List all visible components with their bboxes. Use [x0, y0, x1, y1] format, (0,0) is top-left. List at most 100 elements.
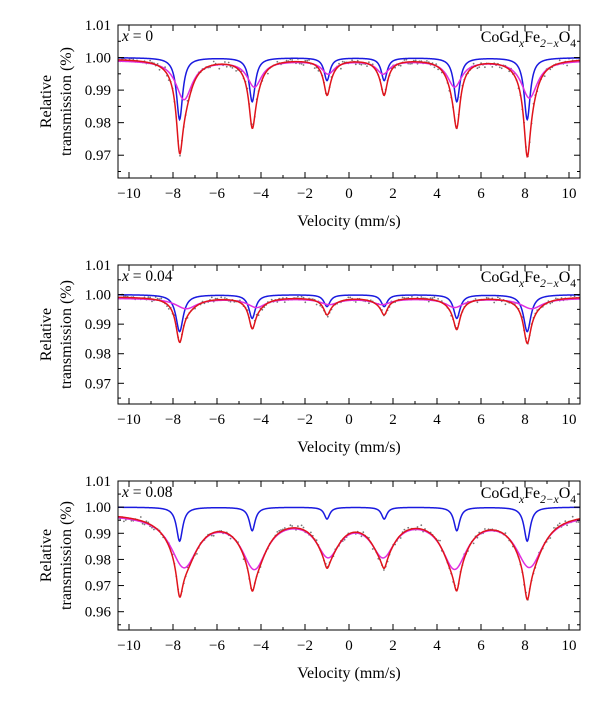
data-point	[484, 528, 486, 530]
data-point	[212, 534, 215, 537]
y-tick-label: 0.98	[85, 347, 111, 363]
data-point	[566, 524, 568, 527]
data-point	[427, 300, 430, 303]
data-point	[224, 297, 226, 299]
data-point	[500, 67, 503, 70]
data-point	[411, 296, 413, 298]
y-axis: 1.01 1.00 0.99 0.98 0.97	[85, 18, 580, 172]
data-point	[437, 298, 439, 300]
data-point	[493, 301, 496, 304]
data-point	[341, 60, 344, 63]
data-point	[478, 66, 481, 68]
y-tick-label: 1.01	[85, 258, 111, 274]
data-point	[504, 532, 507, 534]
data-point	[224, 61, 226, 63]
data-point	[433, 296, 436, 299]
y-axis: 1.01 1.00 0.99 0.98 0.97	[85, 258, 580, 399]
data-point	[143, 523, 146, 526]
data-point	[315, 539, 318, 542]
data-point	[549, 537, 552, 539]
x-tick-label: 6	[477, 412, 485, 428]
data-point	[543, 75, 546, 77]
x-tick-label: 10	[562, 638, 577, 654]
data-point	[573, 295, 576, 298]
data-point	[225, 65, 228, 68]
data-point	[556, 524, 559, 527]
total-fit-line	[118, 59, 580, 158]
data-point	[555, 297, 557, 300]
data-point	[302, 296, 305, 299]
y-tick-label: 0.96	[85, 605, 112, 621]
data-point	[151, 526, 153, 529]
data-point	[313, 67, 316, 69]
data-point	[289, 524, 292, 527]
blue-sextet-line	[118, 57, 580, 122]
formula-title: CoGdxFe2−xO4	[481, 269, 577, 290]
data-point	[433, 66, 436, 69]
x-tick-label: −10	[117, 638, 140, 654]
x-tick-label: 0	[345, 638, 353, 654]
x-tick-label: −8	[165, 638, 181, 654]
x-axis: −10 −8 −6 −4 −2 0 2 4 6 8 10	[117, 265, 577, 428]
total-fit-line	[118, 515, 580, 601]
data-point	[156, 297, 159, 300]
x-tick-label: 10	[562, 412, 577, 428]
experimental-points	[119, 57, 580, 158]
x-tick-label: −4	[253, 638, 269, 654]
experimental-points	[119, 515, 580, 601]
x-tick-label: 2	[389, 412, 397, 428]
data-point	[124, 295, 127, 297]
data-point	[338, 62, 340, 65]
y-tick-label: 0.99	[85, 317, 111, 333]
svg-text:Relative: Relative	[38, 308, 55, 361]
data-point	[558, 59, 561, 62]
magenta-sextet-line	[118, 517, 580, 571]
data-point	[368, 61, 370, 64]
data-point	[210, 534, 213, 537]
data-point	[179, 154, 181, 157]
data-point	[497, 296, 499, 299]
y-tick-label: 0.98	[85, 552, 111, 568]
data-point	[304, 301, 307, 304]
panel-2: −10 −8 −6 −4 −2 0 2 4 6 8 10 1.01 1.00 0.99 0.98 0.97 Re…	[38, 258, 581, 456]
x-axis-label: Velocity (mm/s)	[297, 665, 401, 682]
data-point	[371, 63, 374, 66]
data-point	[310, 531, 312, 534]
data-point	[160, 297, 163, 300]
data-point	[558, 522, 561, 525]
data-point	[302, 526, 305, 529]
data-point	[362, 531, 365, 534]
data-point	[401, 296, 404, 299]
data-point	[409, 63, 411, 65]
y-tick-label: 0.97	[85, 579, 112, 595]
data-point	[276, 60, 279, 63]
data-point	[566, 64, 568, 67]
data-point	[153, 528, 155, 531]
formula-title: CoGdxFe2−xO4	[481, 485, 577, 506]
y-tick-label: 1.00	[85, 288, 111, 304]
data-point	[420, 296, 423, 298]
y-tick-label: 0.99	[85, 83, 111, 99]
data-point	[231, 67, 234, 69]
data-point	[132, 58, 135, 61]
data-point	[300, 295, 303, 298]
x-tick-label: 4	[433, 638, 441, 654]
y-axis-label: Relative transmission (%)	[38, 280, 75, 389]
data-point	[476, 67, 479, 70]
data-point	[351, 59, 353, 62]
magenta-sextet-line	[118, 60, 580, 101]
data-point	[141, 522, 144, 525]
data-point	[491, 66, 494, 68]
data-point	[399, 64, 402, 67]
x-tick-label: 0	[345, 186, 353, 202]
x-tick-label: 6	[477, 186, 485, 202]
x-tick-label: −10	[117, 186, 140, 202]
blue-sextet-line	[118, 506, 580, 543]
data-point	[229, 65, 232, 68]
x-tick-label: 2	[389, 186, 397, 202]
data-point	[354, 63, 357, 66]
x-tick-label: −8	[165, 186, 181, 202]
x-axis: −10 −8 −6 −4 −2 0 2 4 6 8 10	[117, 481, 577, 654]
data-point	[349, 296, 352, 299]
x-tick-label: −4	[253, 412, 269, 428]
